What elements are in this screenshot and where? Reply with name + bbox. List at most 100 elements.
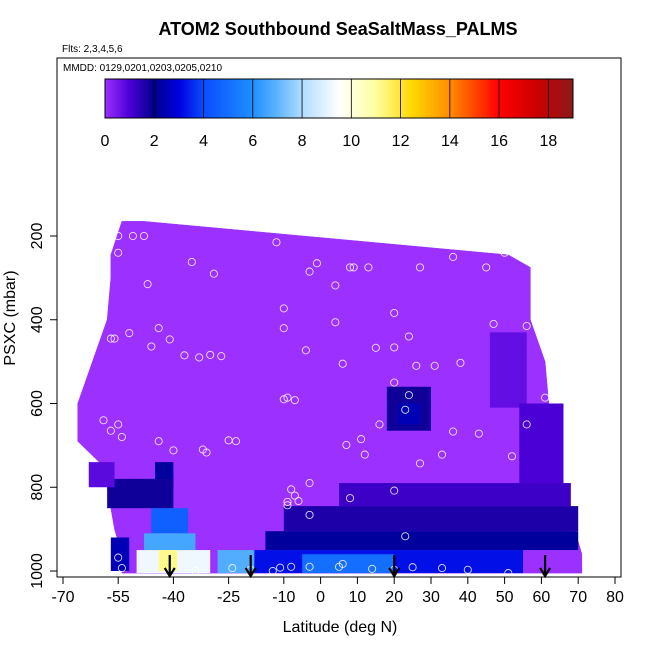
colorbar-swatch	[513, 79, 517, 118]
x-tick-label: 30	[422, 589, 440, 606]
x-tick-label: 10	[349, 589, 367, 606]
colorbar-swatch	[122, 79, 126, 118]
x-tick-label: 40	[459, 589, 477, 606]
colorbar-swatch	[454, 79, 458, 118]
coverage-band	[110, 254, 532, 268]
colorbar-swatch	[329, 79, 333, 118]
value-cell	[519, 403, 564, 484]
latitude-arrow-head	[388, 567, 401, 579]
colorbar-swatch	[427, 79, 431, 118]
colorbar-swatch	[161, 79, 165, 118]
colorbar-tick-label: 0	[101, 133, 110, 150]
colorbar-swatch	[178, 79, 182, 118]
latitude-arrow-head	[539, 567, 552, 579]
colorbar-swatch	[496, 79, 500, 118]
sample-point	[117, 564, 126, 573]
colorbar-swatch	[457, 79, 461, 118]
colorbar-swatch	[186, 79, 190, 118]
sample-point	[581, 540, 590, 549]
colorbar-swatch	[484, 79, 488, 118]
sample-point	[195, 353, 204, 362]
sample-point	[165, 335, 174, 344]
latitude-arrow-head	[163, 567, 176, 579]
colorbar-swatch	[188, 79, 192, 118]
colorbar-tick-label: 4	[199, 133, 208, 150]
colorbar-swatch	[343, 79, 347, 118]
sample-point	[147, 342, 156, 351]
colorbar-swatch	[545, 79, 549, 118]
colorbar-swatch	[105, 79, 108, 118]
sample-point	[364, 263, 373, 272]
colorbar-swatch	[124, 79, 128, 118]
sample-point	[290, 396, 299, 405]
sample-point	[114, 248, 123, 257]
colorbar-swatch	[516, 79, 520, 118]
colorbar-swatch	[430, 79, 434, 118]
sample-point	[287, 562, 296, 571]
colorbar-swatch	[462, 79, 466, 118]
coverage-band	[110, 267, 531, 279]
colorbar-swatch	[306, 79, 310, 118]
y-tick-label: 400	[29, 306, 46, 333]
colorbar-swatch	[326, 79, 330, 118]
colorbar-swatch	[371, 79, 374, 118]
colorbar-swatch	[570, 79, 574, 118]
colorbar-swatch	[324, 79, 328, 118]
colorbar-swatch	[543, 79, 547, 118]
colorbar-swatch	[341, 79, 345, 118]
colorbar-swatch	[415, 79, 419, 118]
colorbar-swatch	[156, 79, 160, 118]
colorbar-swatch	[139, 79, 143, 118]
colorbar-swatch	[523, 79, 527, 118]
colorbar-swatch	[356, 79, 360, 118]
colorbar-swatch	[383, 79, 387, 118]
sample-point	[522, 321, 531, 331]
sample-point	[154, 437, 163, 446]
colorbar-swatch	[403, 79, 407, 118]
sample-point	[272, 238, 281, 247]
colorbar-swatch	[134, 79, 138, 118]
colorbar-swatch	[166, 79, 170, 118]
colorbar-swatch	[242, 79, 246, 118]
colorbar-swatch	[210, 79, 214, 118]
colorbar-swatch	[548, 79, 552, 118]
sample-point	[342, 440, 351, 450]
colorbar-swatch	[287, 79, 291, 118]
sample-point	[449, 252, 458, 261]
coverage-band	[77, 440, 561, 467]
colorbar-swatch	[265, 79, 269, 118]
colorbar-swatch	[476, 79, 480, 118]
sample-point	[390, 343, 399, 352]
colorbar-swatch	[508, 79, 512, 118]
colorbar: 0 2 4 6 8 10 12 14 16 18	[101, 78, 574, 150]
colorbar-swatch	[395, 79, 399, 118]
colorbar-swatch	[437, 79, 441, 118]
colorbar-swatch	[331, 79, 335, 118]
sample-point	[143, 280, 152, 289]
colorbar-swatch	[521, 79, 525, 118]
colorbar-swatch	[486, 79, 490, 118]
colorbar-swatch	[193, 79, 197, 118]
colorbar-swatch	[117, 79, 121, 118]
sample-point	[305, 562, 314, 571]
colorbar-swatch	[491, 79, 495, 118]
colorbar-swatch	[346, 79, 350, 118]
sample-point	[209, 269, 218, 278]
y-tick-label: 1000	[29, 553, 46, 589]
sample-point	[106, 334, 115, 343]
colorbar-swatch	[208, 79, 212, 118]
colorbar-swatch	[494, 79, 498, 118]
sample-point	[357, 435, 366, 444]
colorbar-swatch	[464, 79, 468, 118]
sample-point	[290, 491, 299, 500]
sample-point	[404, 332, 413, 341]
colorbar-swatch	[558, 79, 562, 118]
colorbar-swatch	[339, 79, 342, 118]
colorbar-swatch	[144, 79, 148, 118]
value-cell	[151, 508, 189, 534]
colorbar-swatch	[565, 79, 569, 118]
value-cell	[107, 478, 174, 509]
colorbar-swatch	[467, 79, 471, 118]
coverage-band	[92, 319, 546, 362]
sample-point	[408, 563, 417, 572]
